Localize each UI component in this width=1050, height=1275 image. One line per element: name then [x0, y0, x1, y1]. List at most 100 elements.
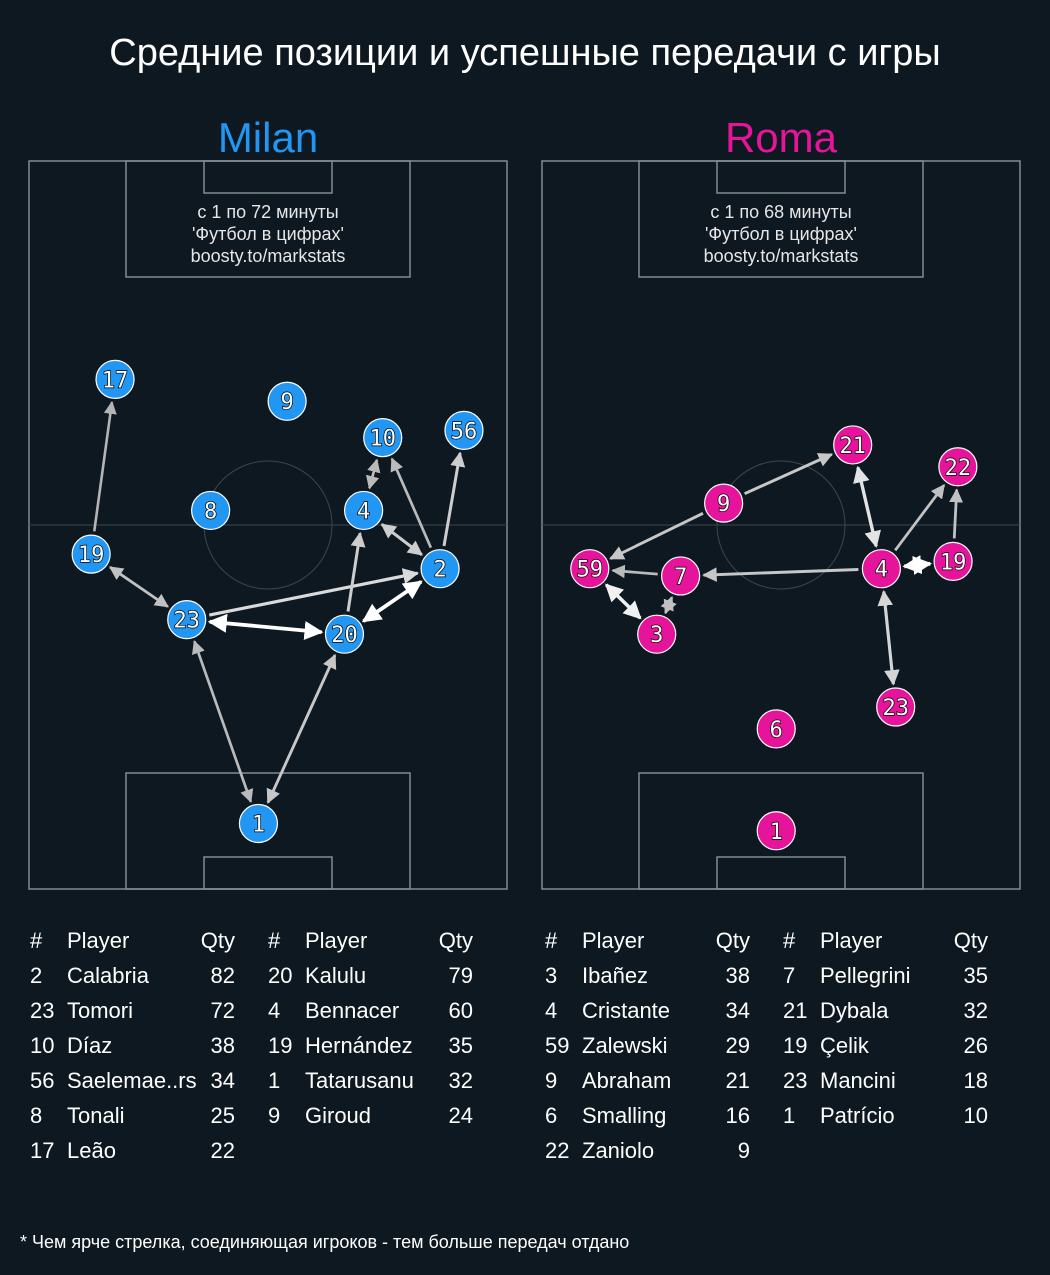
stats-row-num: 23 — [783, 1068, 808, 1093]
pass-arrow-4-2 — [380, 523, 423, 556]
player-node-9: 9 — [267, 381, 307, 421]
pass-arrows — [604, 453, 964, 686]
footnote: * Чем ярче стрелка, соединяющая игроков … — [20, 1232, 630, 1252]
player-marker — [933, 541, 973, 582]
stats-row-player: Saelemae..rs — [67, 1068, 197, 1093]
player-marker — [938, 447, 978, 487]
player-node-4: 4 — [344, 490, 384, 531]
stats-row-num: 1 — [783, 1103, 796, 1128]
pass-arrow-4-21 — [853, 465, 881, 548]
pass-arrow-2-56 — [442, 451, 466, 547]
stats-row-player: Cristante — [582, 998, 671, 1023]
pitch-canvas: 17 9 10 56 8 4 19 2 23 20 1 21 22 9 19 59 7 4 3 23 6 1 — [28, 160, 1021, 890]
player-marker — [444, 410, 484, 450]
stats-header-num: # — [783, 928, 796, 953]
pass-arrow-4-23 — [877, 590, 900, 686]
player-marker — [420, 549, 460, 589]
player-node-59: 59 — [570, 549, 610, 589]
stats-header-num: # — [545, 928, 558, 953]
player-node-4: 4 — [861, 549, 901, 589]
stats-row-num: 59 — [545, 1033, 570, 1058]
pass-arrow-23-2 — [208, 568, 420, 617]
player-node-23: 23 — [167, 600, 207, 640]
pass-arrow-19-4 — [902, 555, 933, 575]
stats-row-qty: 38 — [210, 1033, 235, 1058]
stats-header-num: # — [30, 928, 43, 953]
goal-area-top — [203, 160, 333, 194]
player-marker — [756, 709, 796, 749]
stats-header-qty: Qty — [953, 928, 988, 953]
player-number-label: 1 — [252, 812, 265, 837]
player-marker — [861, 549, 901, 589]
stats-row-num: 7 — [783, 963, 796, 988]
stats-row-num: 1 — [268, 1068, 281, 1093]
stats-row-qty: 35 — [963, 963, 988, 988]
note-line: boosty.to/markstats — [190, 246, 346, 266]
stats-row-num: 19 — [783, 1033, 808, 1058]
stats-header-qty: Qty — [438, 928, 473, 953]
stats-row-num: 56 — [30, 1068, 55, 1093]
stats-row-num: 9 — [268, 1103, 281, 1128]
stats-row-qty: 35 — [448, 1033, 473, 1058]
stats-row-player: Díaz — [67, 1033, 113, 1058]
stats-row-player: Kalulu — [305, 963, 367, 988]
player-number-label: 4 — [875, 558, 888, 583]
stats-row-num: 3 — [545, 963, 558, 988]
stats-row-qty: 22 — [210, 1138, 235, 1163]
pass-arrow-19-22 — [949, 488, 964, 539]
player-number-label: 23 — [173, 609, 200, 634]
stats-row-qty: 16 — [725, 1103, 750, 1128]
player-marker — [876, 687, 916, 727]
stats-row-qty: 24 — [448, 1103, 473, 1128]
note-milan: с 1 по 72 минуты 'Футбол в цифрах' boost… — [29, 201, 507, 267]
player-number-label: 8 — [204, 499, 217, 524]
player-node-10: 10 — [363, 418, 403, 458]
stats-header-player: Player — [582, 928, 645, 953]
player-number-label: 19 — [78, 543, 105, 568]
player-number-label: 7 — [674, 565, 687, 590]
stats-row-qty: 21 — [725, 1068, 750, 1093]
stats-row-num: 23 — [30, 998, 55, 1023]
player-node-23: 23 — [876, 687, 916, 727]
stats-row-qty: 82 — [210, 963, 235, 988]
stats-row-num: 2 — [30, 963, 43, 988]
stats-row-qty: 9 — [737, 1138, 750, 1163]
stats-header-player: Player — [820, 928, 883, 953]
stats-row-num: 21 — [783, 998, 808, 1023]
pass-arrow-7-59 — [611, 564, 658, 579]
player-number-label: 1 — [770, 820, 783, 845]
player-number-label: 2 — [433, 558, 446, 583]
stats-row-qty: 34 — [725, 998, 750, 1023]
pass-arrow-4-10 — [366, 458, 381, 490]
stats-row-qty: 25 — [210, 1103, 235, 1128]
stats-row-player: Patrício — [820, 1103, 895, 1128]
stats-row-qty: 26 — [963, 1033, 988, 1058]
stats-header-qty: Qty — [715, 928, 750, 953]
player-node-2: 2 — [420, 549, 460, 589]
stats-row-player: Abraham — [582, 1068, 672, 1093]
player-node-6: 6 — [756, 709, 796, 749]
player-node-1: 1 — [756, 811, 796, 851]
pass-arrow-9-21 — [744, 453, 834, 496]
player-marker — [238, 803, 279, 844]
stats-row-qty: 32 — [963, 998, 988, 1023]
stats-row-player: Bennacer — [305, 998, 400, 1023]
player-node-1: 1 — [238, 803, 279, 844]
stats-row-player: Hernández — [305, 1033, 413, 1058]
stats-row-player: Tomori — [67, 998, 134, 1023]
note-line: 'Футбол в цифрах' — [192, 224, 344, 244]
stats-row-player: Zaniolo — [582, 1138, 655, 1163]
pass-arrow-59-3 — [604, 583, 642, 620]
stats-row-num: 6 — [545, 1103, 558, 1128]
player-nodes: 21 22 9 19 59 7 4 3 23 6 1 — [570, 425, 978, 851]
pass-arrow-2-10 — [390, 457, 433, 549]
pass-arrow-20-4 — [346, 531, 366, 612]
stats-row-num: 10 — [30, 1033, 55, 1058]
stats-row-player: Çelik — [820, 1033, 869, 1058]
goal-area-bottom — [716, 856, 846, 890]
player-node-22: 22 — [938, 447, 978, 487]
note-line: с 1 по 68 минуты — [710, 202, 852, 222]
player-marker — [324, 614, 365, 654]
player-marker — [363, 418, 403, 458]
player-number-label: 6 — [770, 718, 783, 743]
